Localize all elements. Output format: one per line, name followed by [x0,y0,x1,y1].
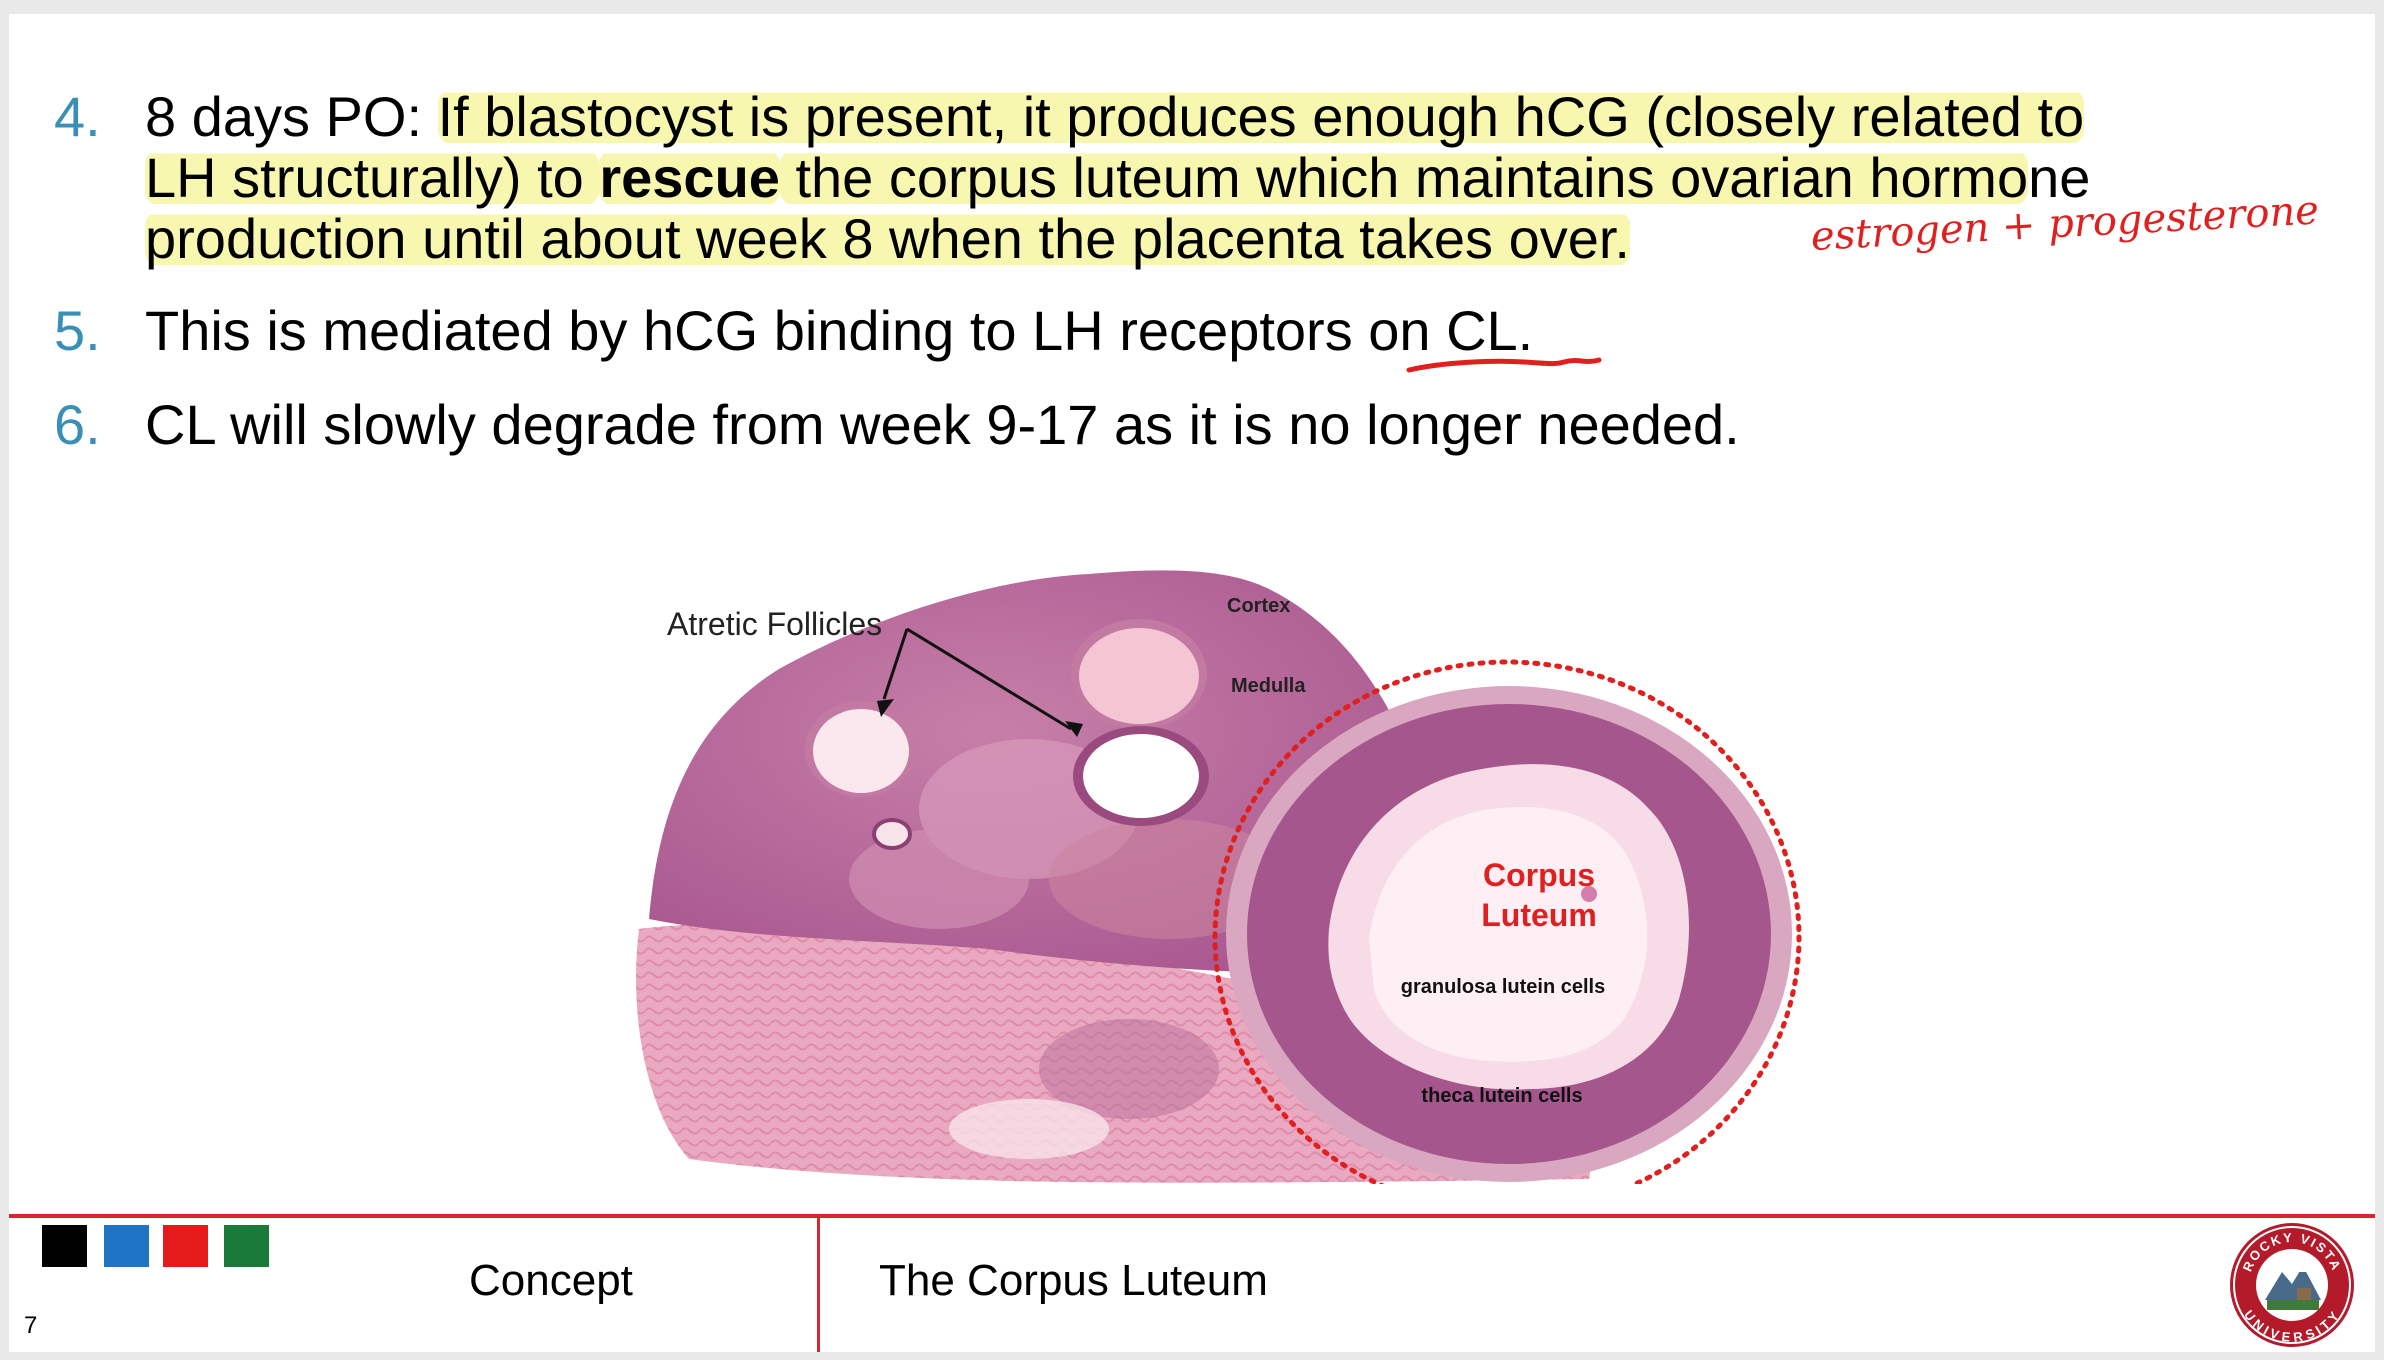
highlight: LH structurally) to [145,146,600,209]
atretic-follicle-arrows [877,627,1083,737]
highlight: If blastocyst is present, it produces en… [437,85,2085,148]
bullet-4: 4. 8 days PO: If blastocyst is present, … [9,85,2375,286]
footer-title: The Corpus Luteum [879,1256,1268,1305]
bullet-6-text: CL will slowly degrade from week 9-17 as… [145,393,1740,456]
bullet-number: 4. [54,85,101,148]
bullet-4-line-2: LH structurally) to rescue the corpus lu… [145,146,2091,209]
label-cortex: Cortex [1227,595,1290,617]
color-square-blue [104,1225,149,1267]
footer-rule [9,1214,2375,1218]
ovary-histology-figure: Atretic Follicles Cortex Medulla Corpus … [636,570,1802,1184]
label-medulla: Medulla [1231,675,1306,697]
color-square-green [224,1225,269,1267]
mountain-seal-icon [2265,1266,2321,1310]
corpus-luteum-outline [1212,659,1802,1184]
label-theca-lutein-cells: theca lutein cells [1421,1085,1582,1107]
bullet-6: 6. CL will slowly degrade from week 9-17… [9,394,2375,459]
label-granulosa-lutein-cells: granulosa lutein cells [1401,976,1606,998]
bullet-4-line-3: production until about week 8 when the p… [145,207,1630,270]
bullet-5-text: This is mediated by hCG binding to LH re… [145,299,1534,362]
footer-concept: Concept [469,1256,633,1305]
bullet-5: 5. This is mediated by hCG binding to LH… [9,300,2375,365]
ovary-section [636,570,1792,1183]
handwritten-underline [1406,357,1602,373]
highlight: production until about week 8 when the p… [145,207,1630,270]
color-square-red [163,1225,208,1267]
footer-divider [817,1218,820,1352]
page-number: 7 [24,1312,38,1339]
bullet-number: 6. [54,393,101,456]
bold-rescue: rescue [599,146,780,209]
bullet-number: 5. [54,299,101,362]
label-atretic-follicles: Atretic Follicles [667,606,882,642]
slide: 4. 8 days PO: If blastocyst is present, … [9,14,2375,1352]
label-luteum: Luteum [1481,897,1597,933]
label-corpus: Corpus [1483,857,1595,893]
bullet-4-line-1: 8 days PO: If blastocyst is present, it … [145,85,2085,148]
rocky-vista-university-logo: ROCKY VISTA UNIVERSITY [2230,1223,2354,1347]
highlight: the corpus luteum which maintains ovaria… [779,146,2029,209]
color-square-black [42,1225,87,1267]
